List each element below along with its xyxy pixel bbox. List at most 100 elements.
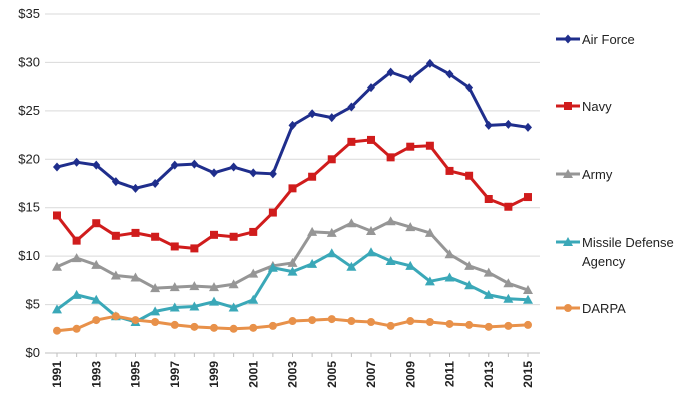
data-point-missile-defense-agency <box>307 258 318 268</box>
data-point-army <box>287 257 298 267</box>
data-point-darpa <box>504 321 513 330</box>
x-tick-label: 1991 <box>50 361 64 388</box>
legend-marker <box>563 169 573 178</box>
x-tick-label: 2015 <box>521 361 535 388</box>
legend-label: Navy <box>582 99 612 114</box>
data-point-army <box>464 260 475 270</box>
data-point-darpa <box>53 326 61 335</box>
x-tick-label: 2011 <box>443 361 457 387</box>
data-point-air-force <box>268 169 277 179</box>
data-point-navy <box>72 236 81 245</box>
data-point-army <box>71 253 82 263</box>
data-point-darpa <box>72 324 81 333</box>
data-point-navy <box>445 166 454 175</box>
data-point-darpa <box>131 316 140 325</box>
data-point-air-force <box>210 168 218 178</box>
data-point-navy <box>170 242 179 251</box>
axis-layer: $0 $5 $10 $15 $20 $25 $30 $35 1991 1993 1995 1997 19… <box>18 6 540 388</box>
data-point-navy <box>484 194 493 203</box>
y-tick-label: $35 <box>18 6 40 21</box>
data-point-army <box>209 282 219 292</box>
x-tick-label: 2009 <box>403 361 417 388</box>
data-point-army <box>248 268 259 278</box>
data-point-air-force <box>465 83 474 93</box>
data-point-missile-defense-agency <box>189 301 200 311</box>
data-point-missile-defense-agency <box>287 266 298 276</box>
data-point-darpa <box>268 321 277 330</box>
data-point-navy <box>465 171 474 180</box>
data-point-army <box>385 216 396 226</box>
data-point-air-force <box>386 67 395 77</box>
data-point-air-force <box>367 83 375 93</box>
series-darpa <box>53 312 532 335</box>
data-point-darpa <box>425 318 434 327</box>
data-point-darpa <box>92 316 101 325</box>
x-tick-label: 2005 <box>325 361 339 388</box>
legend: Air Force Navy Army Missile Defense Agency DA… <box>556 32 674 316</box>
data-point-missile-defense-agency <box>405 260 416 270</box>
data-point-navy <box>249 227 258 236</box>
x-tick-label: 2013 <box>482 361 496 388</box>
data-point-missile-defense-agency <box>483 289 494 299</box>
data-point-missile-defense-agency <box>444 272 455 282</box>
data-point-army <box>503 278 514 288</box>
data-point-air-force <box>53 162 61 172</box>
data-point-missile-defense-agency <box>523 294 533 304</box>
data-point-air-force <box>111 177 120 187</box>
y-tick-label: $20 <box>18 151 40 166</box>
data-point-air-force <box>524 122 532 132</box>
data-point-darpa <box>406 317 415 326</box>
x-tick-label: 1997 <box>168 361 182 388</box>
data-point-army <box>424 227 435 237</box>
data-point-missile-defense-agency <box>248 294 259 304</box>
data-point-army <box>366 225 376 235</box>
x-tick-label: 1995 <box>129 361 143 388</box>
legend-item-navy: Navy <box>556 99 612 114</box>
data-point-navy <box>210 230 218 239</box>
data-point-army <box>52 261 62 271</box>
data-point-darpa <box>367 318 375 327</box>
data-point-navy <box>151 232 160 241</box>
data-point-darpa <box>347 317 356 326</box>
legend-item-darpa: DARPA <box>556 301 626 316</box>
data-point-navy <box>524 193 532 202</box>
data-point-missile-defense-agency <box>228 302 239 312</box>
series-army <box>52 216 533 295</box>
data-point-missile-defense-agency <box>71 289 82 299</box>
y-tick-label: $30 <box>18 54 40 69</box>
x-tick-label: 2001 <box>246 361 260 388</box>
data-point-air-force <box>406 74 415 84</box>
data-point-air-force <box>249 168 258 178</box>
data-point-missile-defense-agency <box>503 293 514 303</box>
data-point-darpa <box>229 324 238 333</box>
data-point-army <box>326 227 337 237</box>
data-point-navy <box>425 141 434 150</box>
data-point-army <box>346 218 357 228</box>
data-point-missile-defense-agency <box>366 247 376 257</box>
y-tick-label: $10 <box>18 248 40 263</box>
data-point-darpa <box>308 316 317 325</box>
data-point-navy <box>386 153 395 162</box>
data-point-army <box>189 281 200 291</box>
data-point-air-force <box>425 58 434 68</box>
data-point-navy <box>367 135 375 144</box>
data-point-air-force <box>484 120 493 130</box>
data-point-air-force <box>92 160 101 170</box>
legend-label: Agency <box>582 254 626 269</box>
data-point-darpa <box>190 322 199 331</box>
data-point-air-force <box>72 157 81 167</box>
data-point-navy <box>111 231 120 240</box>
legend-label: DARPA <box>582 301 626 316</box>
x-tick-label: 2007 <box>364 361 378 388</box>
data-point-missile-defense-agency <box>326 248 337 258</box>
data-point-missile-defense-agency <box>52 304 62 314</box>
data-point-army <box>405 222 416 232</box>
data-point-missile-defense-agency <box>464 280 475 290</box>
data-point-darpa <box>327 315 336 324</box>
series-air-force <box>53 58 532 193</box>
data-point-navy <box>190 244 199 253</box>
y-tick-label: $15 <box>18 200 40 215</box>
data-point-air-force <box>288 120 297 130</box>
data-point-darpa <box>210 323 218 332</box>
legend-marker <box>564 304 572 312</box>
